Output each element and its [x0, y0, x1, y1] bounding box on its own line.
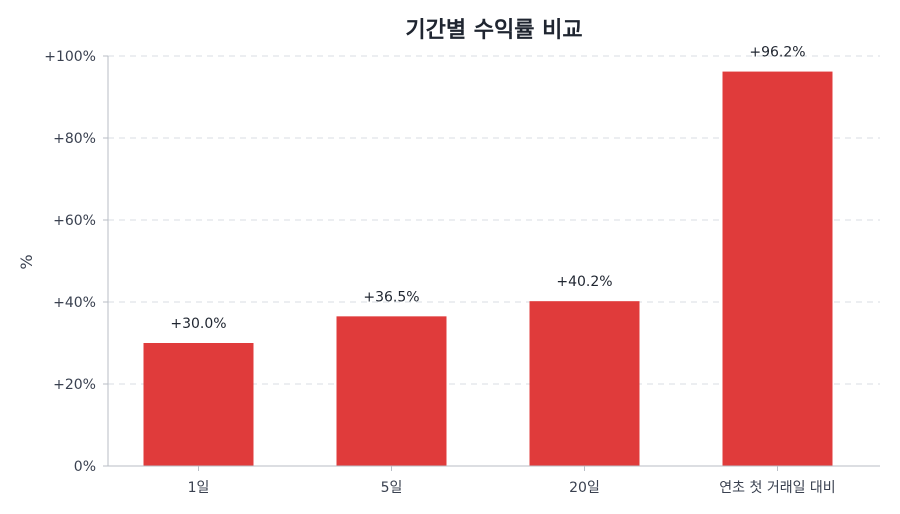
bar-data-label: +36.5% [363, 289, 419, 305]
y-tick-label: 0% [74, 459, 96, 475]
x-tick-label: 20일 [569, 480, 600, 496]
y-tick-label: +100% [44, 49, 96, 65]
y-axis-label: % [17, 254, 36, 269]
y-tick-label: +80% [53, 131, 96, 147]
y-tick-label: +40% [53, 295, 96, 311]
y-axis-ticks: 0% +20% +40% +60% +80% +100% [44, 49, 108, 475]
x-axis-ticks: 1일 5일 20일 연초 첫 거래일 대비 [188, 466, 836, 496]
bar [722, 71, 833, 466]
bar [336, 316, 447, 466]
y-tick-label: +20% [53, 377, 96, 393]
bar [529, 301, 640, 466]
data-labels: +30.0% +36.5% +40.2% +96.2% [170, 45, 805, 332]
bar-data-label: +40.2% [556, 274, 612, 290]
bar [143, 343, 254, 466]
x-tick-label: 연초 첫 거래일 대비 [719, 480, 835, 496]
x-tick-label: 5일 [381, 480, 403, 496]
chart-title: 기간별 수익률 비교 [405, 18, 582, 43]
bars [143, 71, 833, 466]
y-tick-label: +60% [53, 213, 96, 229]
x-tick-label: 1일 [188, 480, 210, 496]
bar-data-label: +30.0% [170, 316, 226, 332]
bar-data-label: +96.2% [749, 45, 805, 61]
